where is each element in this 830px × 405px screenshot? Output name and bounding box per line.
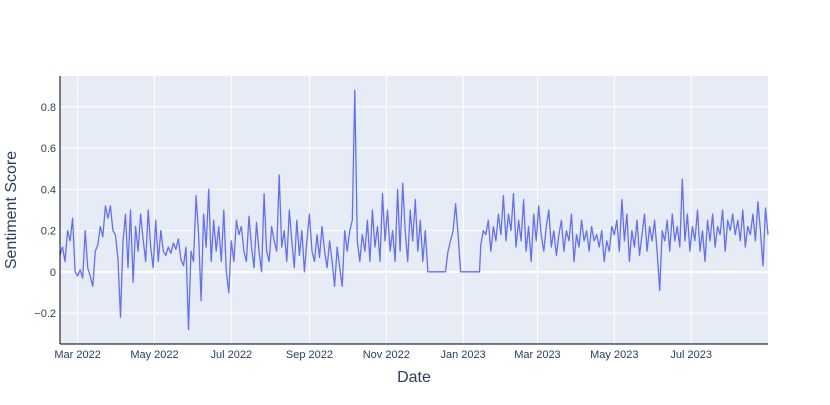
x-tick-label: May 2022 [130, 349, 178, 361]
y-tick-label: −0.2 [34, 308, 56, 320]
x-axis-title: Date [397, 369, 431, 386]
x-tick-label: Jan 2023 [440, 349, 485, 361]
sentiment-series-line [59, 89, 769, 331]
y-tick-label: 0.2 [41, 226, 56, 238]
y-tick-label: 0.8 [41, 102, 56, 114]
series-layer [59, 89, 769, 331]
x-tick-label: Jul 2023 [670, 349, 712, 361]
x-tick-label: Mar 2022 [54, 349, 100, 361]
x-tick-label: Nov 2022 [363, 349, 410, 361]
x-tick-labels: Mar 2022 May 2022 Jul 2022 Sep 2022 Nov 2022… [54, 349, 712, 361]
y-tick-label: 0.4 [41, 184, 56, 196]
x-tick-label: May 2023 [590, 349, 638, 361]
x-tick-label: Sep 2022 [286, 349, 333, 361]
grid-lines [60, 76, 768, 344]
y-tick-label: 0.6 [41, 143, 56, 155]
y-tick-label: 0 [50, 267, 56, 279]
y-tick-labels: −0.2 0 0.2 0.4 0.6 0.8 [34, 102, 56, 320]
x-tick-label: Mar 2023 [514, 349, 560, 361]
y-axis-title: Sentiment Score [3, 151, 20, 269]
x-tick-label: Jul 2022 [211, 349, 253, 361]
